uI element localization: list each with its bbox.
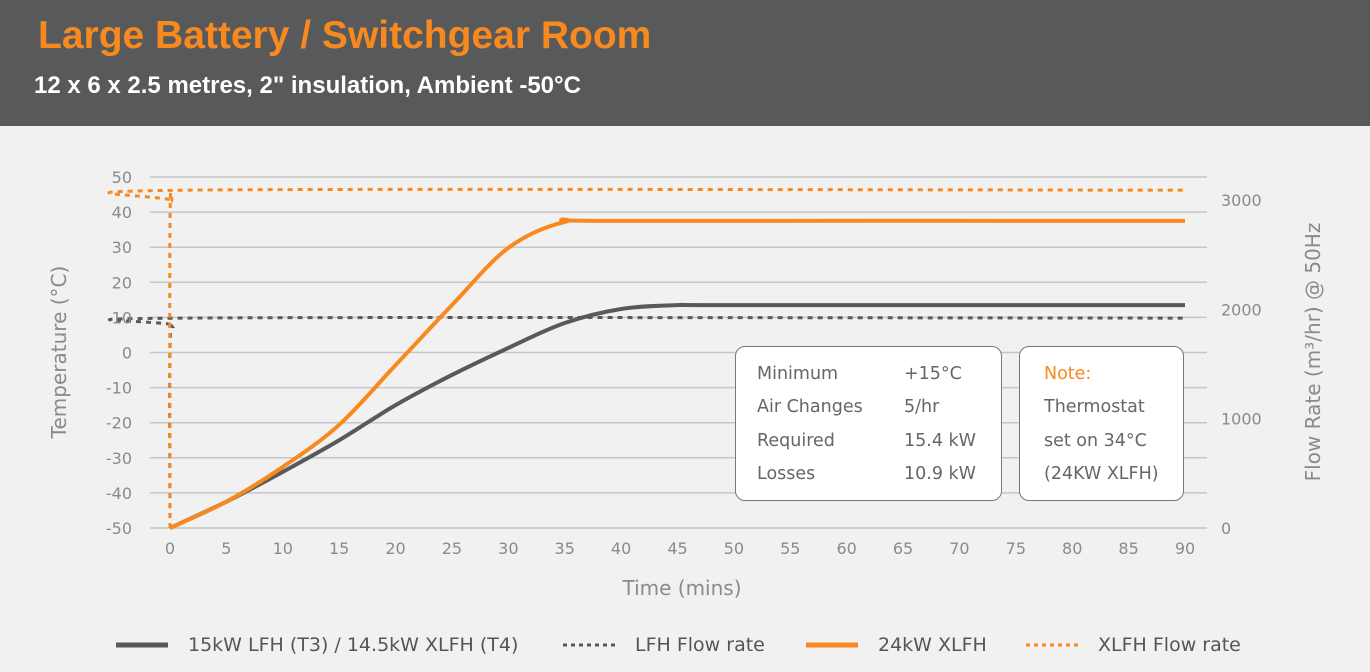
note-box: Note: Thermostat set on 34°C (24KW XLFH) xyxy=(1019,346,1184,501)
info-label: Losses xyxy=(757,464,816,484)
legend-item: 24kW XLFH xyxy=(806,632,987,658)
y-tick-label: 20 xyxy=(112,273,132,292)
x-tick-label: 0 xyxy=(165,539,175,558)
x-tick-label: 90 xyxy=(1175,539,1195,558)
legend-label: 24kW XLFH xyxy=(878,634,987,656)
x-tick-label: 80 xyxy=(1062,539,1082,558)
x-tick-label: 50 xyxy=(724,539,744,558)
y2-tick-label: 0 xyxy=(1221,519,1231,538)
x-tick-label: 35 xyxy=(555,539,575,558)
x-tick-label: 30 xyxy=(498,539,518,558)
header: Large Battery / Switchgear Room 12 x 6 x… xyxy=(0,0,1370,126)
series-line-lfh-flow-rate xyxy=(108,316,1186,529)
x-tick-label: 55 xyxy=(780,539,800,558)
info-value: +15°C xyxy=(904,364,962,384)
x-tick-label: 65 xyxy=(893,539,913,558)
y-tick-label: -40 xyxy=(106,484,132,503)
x-tick-label: 85 xyxy=(1118,539,1138,558)
series-line-15kw-lfh-t3-14-5kw-xlfh-t4- xyxy=(169,302,1185,530)
chart-subtitle: 12 x 6 x 2.5 metres, 2" insulation, Ambi… xyxy=(34,72,581,99)
y-tick-label: 0 xyxy=(122,344,132,363)
y-tick-label: -10 xyxy=(106,379,132,398)
legend-swatch-solid-grey xyxy=(116,642,168,648)
legend-item: LFH Flow rate xyxy=(563,632,765,658)
y-tick-label: -50 xyxy=(106,519,132,538)
y-tick-label: -20 xyxy=(106,414,132,433)
x-tick-label: 15 xyxy=(329,539,349,558)
y2-tick-label: 3000 xyxy=(1221,191,1262,210)
y-tick-label: 10 xyxy=(112,308,132,327)
series-line-xlfh-flow-rate xyxy=(107,187,1186,529)
legend: 15kW LFH (T3) / 14.5kW XLFH (T4) LFH Flo… xyxy=(0,632,1370,658)
y2-axis-title: Flow Rate (m³/hr) @ 50Hz xyxy=(1301,223,1325,482)
note-line: set on 34°C xyxy=(1044,431,1147,451)
x-tick-label: 60 xyxy=(836,539,856,558)
y-tick-label: 50 xyxy=(112,168,132,187)
info-label: Minimum xyxy=(757,364,839,384)
info-label: Required xyxy=(757,431,835,451)
legend-item: 15kW LFH (T3) / 14.5kW XLFH (T4) xyxy=(116,632,518,658)
x-tick-label: 5 xyxy=(221,539,231,558)
legend-swatch-solid-orange xyxy=(806,642,858,648)
y2-tick-label: 1000 xyxy=(1221,410,1262,429)
x-tick-label: 75 xyxy=(1006,539,1026,558)
x-tick-label: 45 xyxy=(667,539,687,558)
info-value: 10.9 kW xyxy=(904,464,976,484)
info-label: Air Changes xyxy=(757,397,863,417)
legend-item: XLFH Flow rate xyxy=(1026,632,1241,658)
y-tick-label: 30 xyxy=(112,238,132,257)
info-value: 15.4 kW xyxy=(904,431,976,451)
x-tick-label: 10 xyxy=(273,539,293,558)
x-tick-label: 40 xyxy=(611,539,631,558)
legend-label: XLFH Flow rate xyxy=(1098,634,1241,656)
series-line-24kw-xlfh xyxy=(169,217,1186,530)
note-title: Note: xyxy=(1044,364,1092,384)
legend-label: LFH Flow rate xyxy=(635,634,765,656)
y2-tick-label: 2000 xyxy=(1221,300,1262,319)
y-tick-label: -30 xyxy=(106,449,132,468)
info-value: 5/hr xyxy=(904,397,940,417)
note-line: Thermostat xyxy=(1044,397,1145,417)
info-box: Minimum +15°C Air Changes 5/hr Required … xyxy=(735,346,1002,501)
chart-title: Large Battery / Switchgear Room xyxy=(38,14,652,57)
legend-swatch-dotted-grey xyxy=(563,643,615,647)
y-tick-label: 40 xyxy=(112,203,132,222)
x-tick-label: 25 xyxy=(442,539,462,558)
x-axis-title: Time (mins) xyxy=(621,576,741,600)
x-tick-label: 70 xyxy=(949,539,969,558)
legend-label: 15kW LFH (T3) / 14.5kW XLFH (T4) xyxy=(188,634,519,656)
legend-swatch-dotted-orange xyxy=(1026,643,1078,647)
x-tick-label: 20 xyxy=(385,539,405,558)
note-line: (24KW XLFH) xyxy=(1044,464,1159,484)
y-axis-title: Temperature (°C) xyxy=(47,266,71,440)
